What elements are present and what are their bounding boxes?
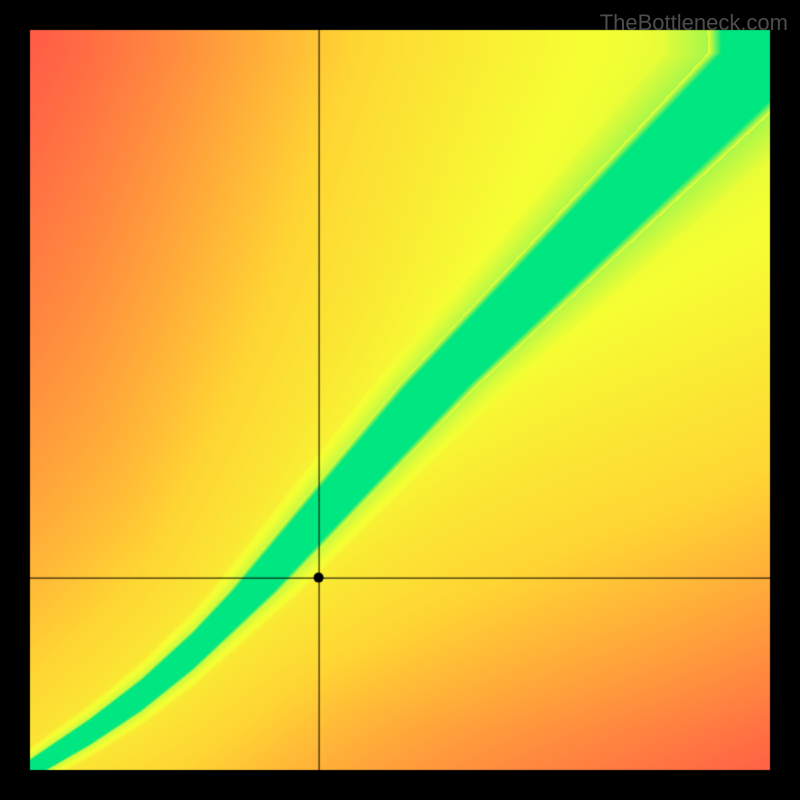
chart-container: TheBottleneck.com	[0, 0, 800, 800]
bottleneck-heatmap-canvas	[0, 0, 800, 800]
watermark-text: TheBottleneck.com	[600, 10, 788, 36]
